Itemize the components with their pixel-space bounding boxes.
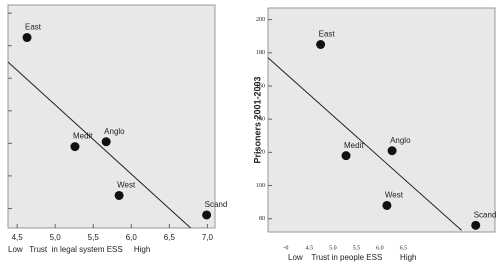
point-label: West (385, 191, 404, 200)
point (471, 220, 481, 230)
point-label: Anglo (104, 127, 125, 136)
point (101, 137, 111, 147)
x-tick-label: 6.5 (400, 245, 408, 251)
x-tick-label: 6,5 (164, 233, 176, 242)
y-tick-label: 140 (256, 117, 265, 123)
x-axis-label: Low Trust in legal system ESS High (8, 245, 150, 254)
point (382, 200, 392, 210)
point (341, 151, 351, 161)
x-tick-label: 7,0 (202, 233, 214, 242)
x-tick-label: 5,5 (88, 233, 100, 242)
point (387, 146, 397, 156)
fit-line (267, 57, 462, 231)
x-tick-label: 6.0 (376, 245, 384, 251)
x-tick-label: 6,0 (126, 233, 138, 242)
x-tick-label: 5,0 (50, 233, 62, 242)
y-tick-label: 200 (256, 17, 265, 23)
point-label: West (117, 181, 136, 190)
point-label: Medit (73, 132, 93, 141)
point (70, 142, 80, 152)
y-tick-label: 160 (256, 83, 265, 89)
x-tick-label: 4,5 (12, 233, 24, 242)
y-tick-label: 80 (259, 216, 265, 222)
point-label: Scand (474, 210, 497, 219)
x-tick-label: -0 (283, 245, 288, 251)
point-label: Medit (344, 141, 364, 150)
point-label: Scand (205, 200, 228, 209)
plot-area (7, 4, 216, 229)
point (316, 40, 326, 50)
x-tick-label: 5.0 (329, 245, 337, 251)
x-tick-label: 5.5 (353, 245, 361, 251)
point-label: East (319, 30, 336, 39)
x-axis-label: Low Trust in people ESS High (288, 253, 417, 262)
y-tick-label: 100 (256, 183, 265, 189)
point (22, 33, 32, 43)
plot-area (267, 7, 496, 233)
point (202, 210, 212, 220)
x-tick-label: 4.5 (306, 245, 314, 251)
y-tick-label: 120 (256, 150, 265, 156)
point-label: East (25, 23, 42, 32)
point (114, 190, 124, 200)
y-axis-label: Prisoners 2001-2003 (252, 76, 262, 163)
y-tick-label: 180 (256, 50, 265, 56)
fit-line (7, 61, 191, 229)
point-label: Anglo (390, 136, 411, 145)
